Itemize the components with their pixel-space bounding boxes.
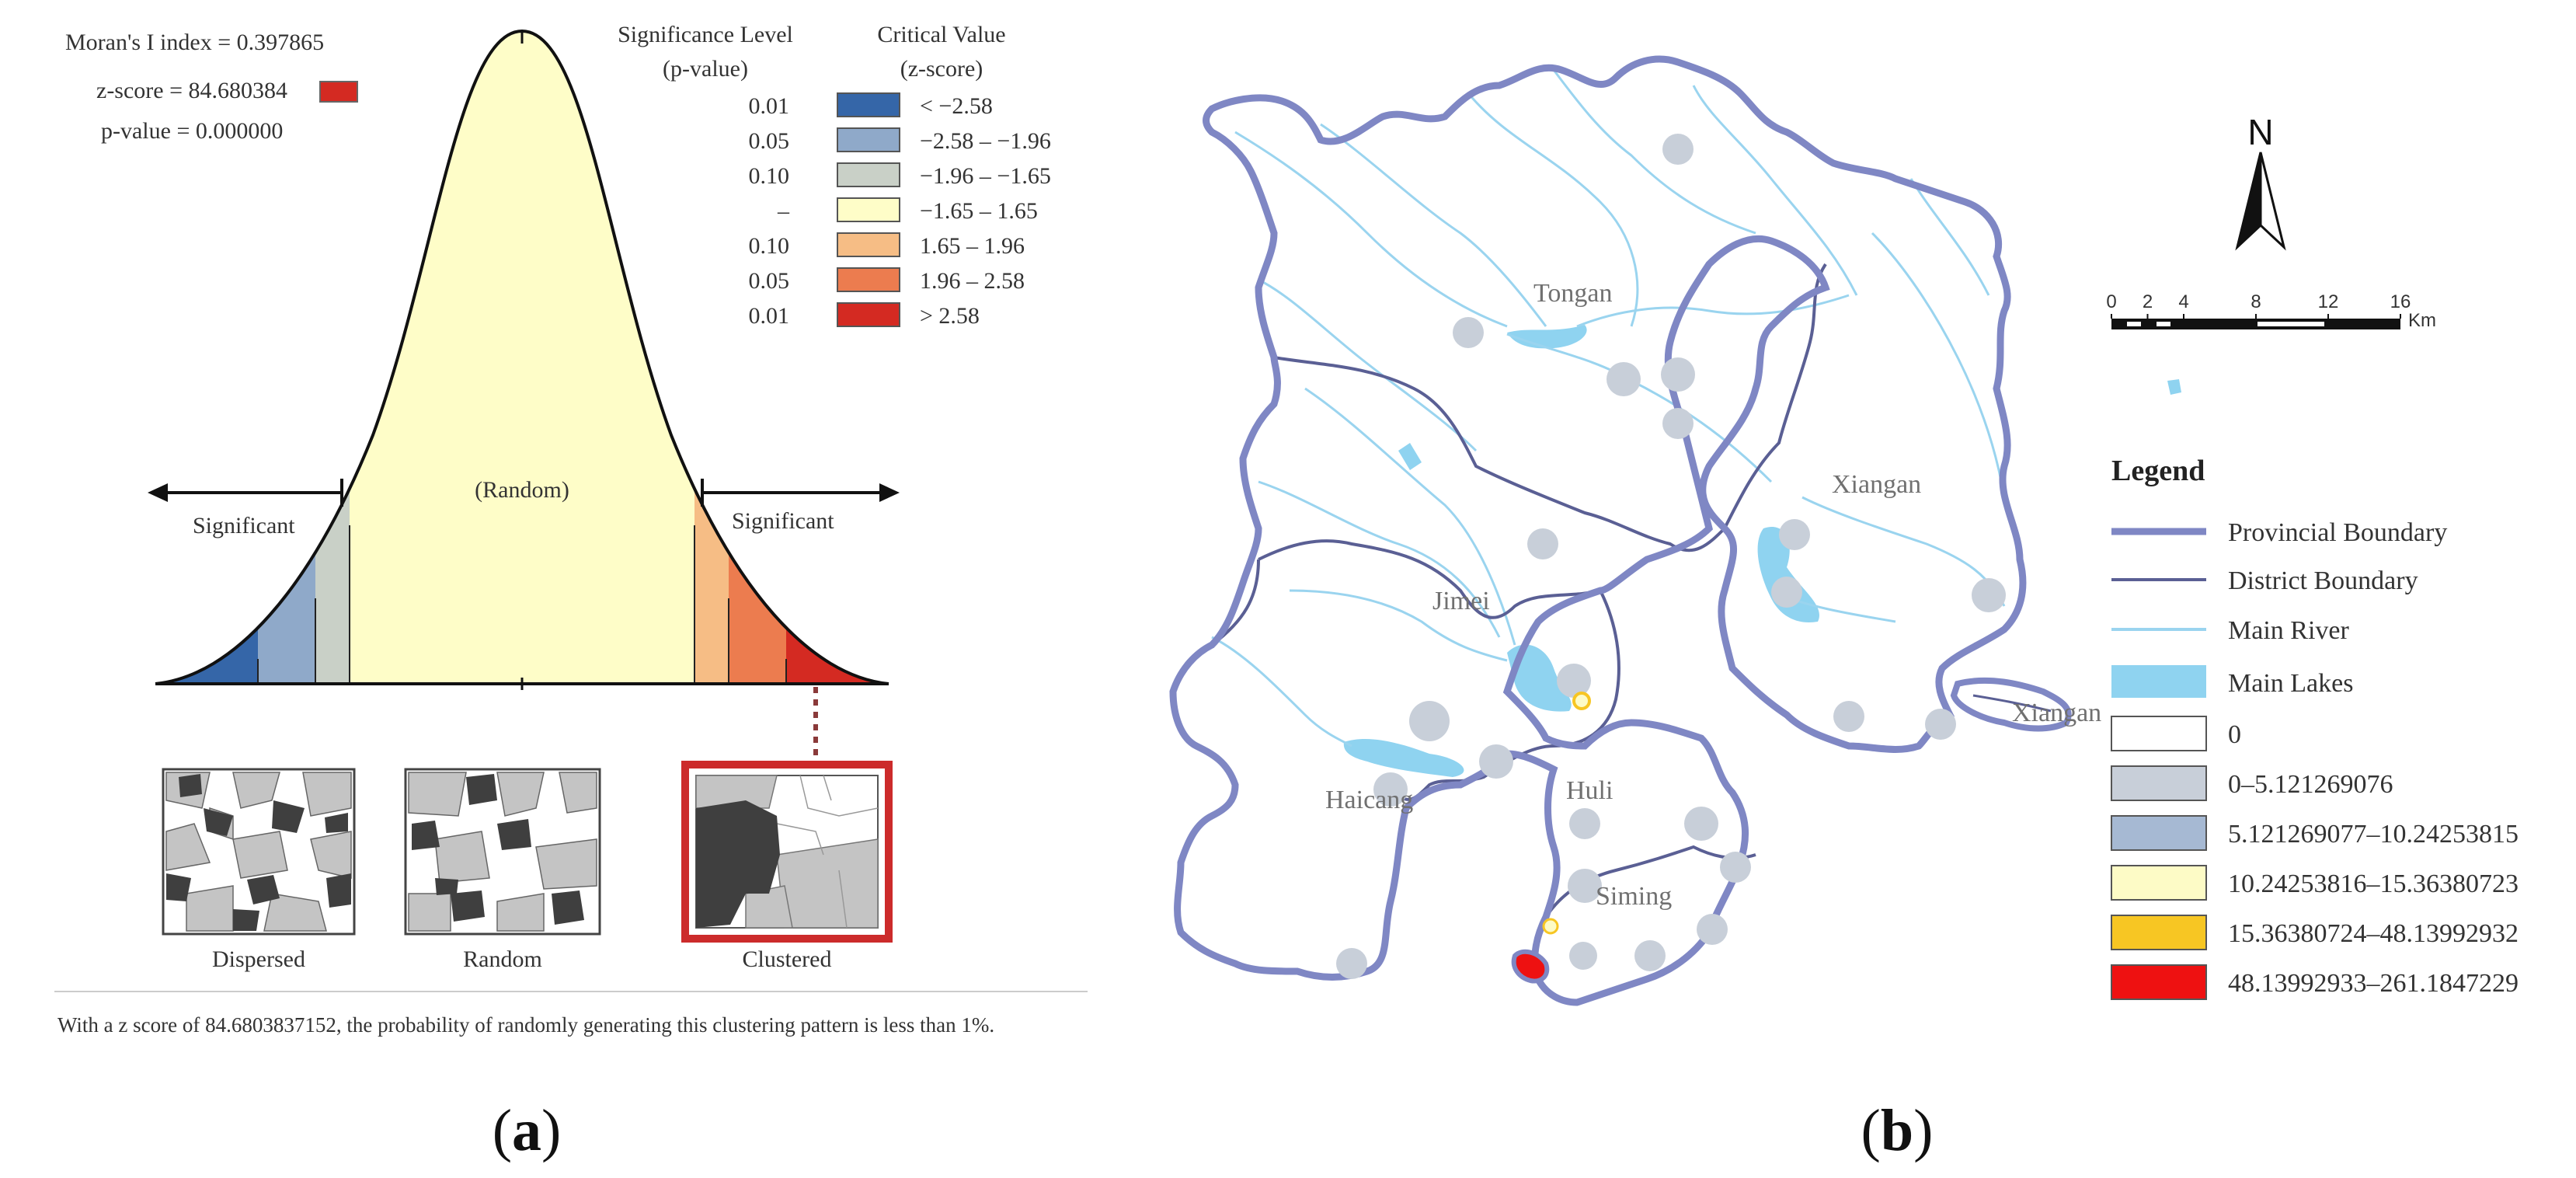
scale-tick-5: 16 xyxy=(2390,291,2411,312)
pattern-dispersed: Dispersed xyxy=(162,768,356,972)
sig-p-5: 0.05 xyxy=(749,268,790,294)
sig-swatch-3 xyxy=(837,197,900,222)
pattern-random: Random xyxy=(404,768,601,972)
scale-tick-4: 12 xyxy=(2318,291,2339,312)
legend-class-label-0: 0 xyxy=(2228,720,2241,749)
gulangyu-hotspot xyxy=(1511,949,1550,984)
sig-header-1: Significance Level xyxy=(618,22,793,47)
sig-p-0: 0.01 xyxy=(749,93,790,119)
xiangan-islet-line xyxy=(1972,694,2052,713)
sig-range-1: −2.58 – −1.96 xyxy=(920,128,1051,154)
sig-swatch-1 xyxy=(837,127,900,152)
legend-class-swatch-3 xyxy=(2111,865,2207,901)
label-jimei: Jimei xyxy=(1432,587,1490,615)
label-xiangan: Xiangan xyxy=(1832,470,1921,499)
panel-b: Tongan Xiangan Xiangan Jimei Haicang Hul… xyxy=(1169,55,2519,1163)
yellow-hotspot-jimei xyxy=(1572,692,1591,710)
z-score-text: z-score = 84.680384 xyxy=(96,78,287,103)
provincial-boundary xyxy=(1169,55,2027,1006)
footer-text: With a z score of 84.6803837152, the pro… xyxy=(57,1013,994,1037)
sig-p-2: 0.10 xyxy=(749,163,790,189)
legend-district-label: District Boundary xyxy=(2228,566,2418,595)
band-lt-2-58 xyxy=(155,31,258,684)
significant-right-label: Significant xyxy=(732,508,834,534)
crit-header-2: (z-score) xyxy=(900,56,983,82)
sig-swatch-4 xyxy=(837,232,900,257)
band-1-65-1-96 xyxy=(694,31,729,684)
scale-unit: Km xyxy=(2408,310,2436,331)
main-rivers xyxy=(1211,69,2006,748)
z-score-swatch xyxy=(319,81,358,103)
legend-class-swatch-4 xyxy=(2111,915,2207,950)
normal-curve-fill xyxy=(155,31,889,684)
clustered-dark-area xyxy=(696,800,780,928)
crit-header-1: Critical Value xyxy=(877,22,1005,47)
legend-class-label-5: 48.13992933–261.1847229 xyxy=(2228,969,2519,998)
label-siming: Siming xyxy=(1596,882,1672,911)
sig-p-6: 0.01 xyxy=(749,303,790,329)
north-arrow: N xyxy=(2235,112,2286,251)
band-1-96-1-65 xyxy=(315,31,350,684)
p-value-text: p-value = 0.000000 xyxy=(101,118,283,144)
panel-b-label: (b) xyxy=(1861,1098,1934,1163)
legend-class-swatch-0 xyxy=(2111,716,2207,751)
legend-lakes-label: Main Lakes xyxy=(2228,669,2353,698)
sig-range-5: 1.96 – 2.58 xyxy=(920,268,1025,294)
map-legend: Legend Provincial Boundary District Boun… xyxy=(2111,455,2519,1000)
label-xiangan-islet: Xiangan xyxy=(2012,699,2101,727)
random-pattern-label: Random xyxy=(463,946,542,972)
panel-a: Moran's I index = 0.397865 z-score = 84.… xyxy=(54,22,1088,1163)
left-significant-arrow xyxy=(148,479,343,507)
legend-class-label-1: 0–5.121269076 xyxy=(2228,770,2393,799)
sig-swatch-0 xyxy=(837,92,900,117)
sig-range-4: 1.65 – 1.96 xyxy=(920,233,1025,259)
sig-swatch-5 xyxy=(837,267,900,292)
sig-range-6: > 2.58 xyxy=(920,303,980,329)
significance-table: 0.01 < −2.58 0.05 −2.58 – −1.96 0.10 −1.96 – … xyxy=(749,92,1051,329)
legend-class-swatch-2 xyxy=(2111,815,2207,851)
legend-class-label-3: 10.24253816–15.36380723 xyxy=(2228,870,2519,898)
sig-p-3: – xyxy=(777,198,790,224)
sig-p-1: 0.05 xyxy=(749,128,790,154)
scale-tick-3: 8 xyxy=(2251,291,2261,312)
scale-bar: 0 2 4 8 12 16 Km xyxy=(2106,291,2436,331)
scale-tick-0: 0 xyxy=(2106,291,2116,312)
label-tongan: Tongan xyxy=(1533,279,1613,308)
legend-class-label-2: 5.121269077–10.24253815 xyxy=(2228,820,2519,849)
significant-left-label: Significant xyxy=(193,513,295,538)
sig-swatch-6 xyxy=(837,302,900,327)
sig-swatch-2 xyxy=(837,162,900,187)
legend-lakes-symbol xyxy=(2111,665,2206,698)
label-huli: Huli xyxy=(1566,776,1613,805)
label-haicang: Haicang xyxy=(1325,786,1413,814)
scale-tick-2: 4 xyxy=(2178,291,2188,312)
north-label: N xyxy=(2247,112,2273,152)
right-significant-arrow xyxy=(701,479,900,507)
band-separators xyxy=(257,525,787,684)
xiangan-islet-boundary xyxy=(1950,677,2072,732)
legend-river-label: Main River xyxy=(2228,616,2349,645)
sig-range-2: −1.96 – −1.65 xyxy=(920,163,1051,189)
panel-a-label: (a) xyxy=(493,1098,562,1163)
sig-range-0: < −2.58 xyxy=(920,93,993,119)
morans-i-text: Moran's I index = 0.397865 xyxy=(65,30,324,55)
random-label: (Random) xyxy=(475,477,569,503)
legend-provincial-label: Provincial Boundary xyxy=(2228,518,2447,547)
legend-class-swatch-5 xyxy=(2111,964,2207,1000)
legend-class-swatch-1 xyxy=(2111,765,2207,801)
pattern-clustered: Clustered xyxy=(681,761,893,972)
sig-range-3: −1.65 – 1.65 xyxy=(920,198,1038,224)
scale-tick-1: 2 xyxy=(2143,291,2153,312)
legend-class-label-4: 15.36380724–48.13992932 xyxy=(2228,919,2519,948)
yellow-hotspot-siming xyxy=(1542,918,1559,935)
legend-title: Legend xyxy=(2111,455,2205,487)
density-blobs xyxy=(1336,134,2006,979)
sig-header-2: (p-value) xyxy=(663,56,748,82)
clustered-label: Clustered xyxy=(743,946,832,972)
sig-p-4: 0.10 xyxy=(749,233,790,259)
dispersed-label: Dispersed xyxy=(212,946,305,972)
